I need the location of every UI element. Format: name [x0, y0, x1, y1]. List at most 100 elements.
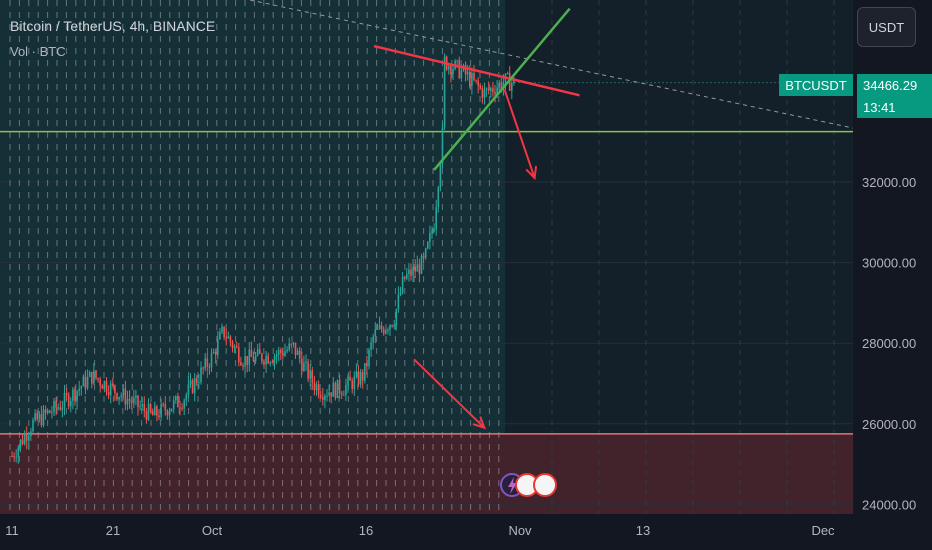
candle-body-130: [284, 351, 286, 356]
candle-body-46: [107, 391, 110, 396]
candle-body-5: [21, 439, 24, 445]
candle-body-169: [366, 363, 368, 367]
candle-body-30: [74, 389, 76, 401]
candle-body-181: [391, 325, 393, 327]
candle-body-233: [500, 82, 503, 90]
bar-countdown: 13:41: [857, 96, 932, 118]
candle-body-165: [357, 371, 360, 385]
trendline-1: [433, 7, 571, 171]
candle-body-59: [135, 395, 137, 398]
candle-body-50: [116, 393, 118, 400]
candle-body-61: [139, 406, 141, 408]
lightning-icon: [508, 477, 517, 494]
candle-body-119: [261, 353, 263, 362]
candle-body-124: [271, 362, 274, 364]
candle-body-41: [97, 377, 99, 380]
candle-body-148: [322, 396, 324, 400]
candle-body-175: [378, 325, 381, 329]
candle-body-214: [460, 70, 463, 79]
candle-body-10: [32, 420, 34, 432]
candle-body-152: [330, 392, 332, 397]
candle-body-223: [479, 85, 482, 89]
candle-body-150: [326, 395, 328, 397]
candle-body-107: [235, 346, 238, 348]
candle-body-9: [30, 431, 32, 436]
candle-body-21: [55, 400, 57, 408]
candle-body-226: [485, 88, 488, 90]
candle-body-108: [238, 347, 240, 363]
candle-body-168: [364, 363, 366, 381]
candle-body-121: [265, 355, 267, 365]
candle-body-193: [416, 264, 419, 272]
event-markers[interactable]: [500, 473, 557, 497]
volume-indicator-label[interactable]: Vol · BTC: [10, 44, 66, 59]
candle-body-154: [334, 382, 337, 398]
candle-body-95: [210, 353, 213, 368]
candle-body-133: [290, 343, 293, 345]
candle-body-238: [511, 82, 513, 91]
candle-body-55: [126, 398, 129, 405]
candle-body-45: [105, 381, 108, 392]
candle-body-13: [38, 414, 41, 420]
x-tick-label-2: Oct: [202, 523, 223, 538]
candle-body-146: [317, 384, 320, 395]
last-price-tag: 34466.29: [857, 74, 932, 96]
candle-body-92: [204, 358, 206, 369]
candle-body-1: [13, 456, 15, 458]
candle-body-71: [160, 403, 162, 418]
candle-body-48: [112, 383, 114, 386]
time-axis[interactable]: [0, 514, 932, 550]
candle-body-16: [44, 409, 47, 413]
candle-body-209: [450, 65, 452, 75]
candle-body-236: [506, 73, 509, 75]
candle-body-94: [208, 366, 211, 368]
candle-body-100: [221, 326, 223, 333]
candle-body-26: [65, 393, 68, 396]
candle-body-128: [280, 350, 282, 353]
candle-body-129: [282, 352, 284, 356]
candle-body-32: [78, 388, 80, 391]
candle-body-31: [76, 390, 78, 401]
candle-body-65: [147, 404, 150, 420]
candle-body-114: [250, 349, 253, 357]
candle-body-63: [143, 404, 146, 412]
candle-body-67: [151, 411, 154, 416]
candle-body-159: [345, 385, 347, 395]
us-flag-event-icon-2[interactable]: [533, 473, 557, 497]
candle-body-178: [385, 330, 387, 334]
candle-body-231: [496, 87, 498, 95]
candle-body-93: [206, 358, 209, 367]
candle-body-141: [307, 361, 309, 379]
candle-body-12: [36, 412, 38, 420]
candle-body-64: [145, 411, 148, 420]
candle-body-145: [315, 384, 318, 391]
candle-body-7: [25, 434, 28, 441]
candle-body-6: [23, 434, 26, 445]
candle-body-17: [46, 410, 49, 413]
candle-body-167: [361, 371, 364, 381]
candle-body-208: [448, 65, 450, 70]
candle-body-38: [91, 371, 93, 384]
candle-body-2: [15, 456, 17, 458]
candle-body-158: [343, 394, 345, 396]
candle-body-198: [427, 242, 429, 249]
candle-body-110: [242, 365, 244, 367]
candle-body-86: [191, 380, 194, 393]
x-tick-label-1: 21: [106, 523, 120, 538]
candle-body-80: [179, 407, 181, 409]
candle-body-162: [351, 380, 353, 390]
candle-body-204: [439, 163, 442, 188]
candle-body-219: [471, 73, 473, 87]
candle-body-138: [301, 358, 303, 372]
candle-body-56: [128, 398, 131, 402]
candle-body-135: [294, 342, 297, 355]
candle-body-88: [196, 378, 198, 384]
currency-button[interactable]: USDT: [857, 7, 916, 47]
candle-body-217: [466, 71, 469, 75]
x-tick-label-3: 16: [359, 523, 373, 538]
candle-body-104: [229, 336, 232, 343]
candle-body-192: [414, 266, 416, 272]
candle-body-102: [225, 337, 227, 339]
candle-body-106: [233, 346, 236, 348]
